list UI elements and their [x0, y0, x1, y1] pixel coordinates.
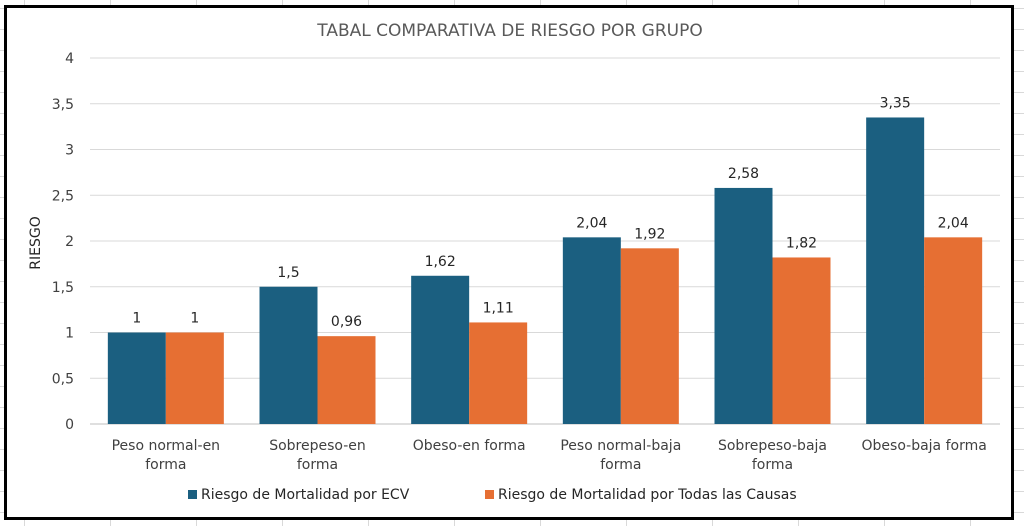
bar-todas-causas[interactable]	[924, 237, 983, 424]
legend-label: Riesgo de Mortalidad por Todas las Causa…	[498, 487, 797, 503]
category-label: Sobrepeso-en	[269, 438, 366, 454]
gridlines	[90, 57, 1000, 425]
data-label: 1,62	[425, 254, 456, 270]
y-tick-label: 2,5	[52, 188, 74, 204]
legend-label: Riesgo de Mortalidad por ECV	[201, 487, 410, 503]
bar-ecv[interactable]	[562, 237, 621, 424]
data-labels: 1 1 1,5 0,96 1,62 1,11 2,04 1,92 2,58 1,82 3,35 2,0…	[132, 95, 968, 330]
category-label: forma	[600, 457, 641, 473]
y-tick-label: 3,5	[52, 97, 74, 113]
data-label: 1	[190, 311, 199, 327]
category-label: Peso normal-en	[112, 438, 220, 454]
data-label: 2,58	[728, 166, 759, 182]
y-tick-label: 4	[65, 51, 74, 67]
bar-ecv[interactable]	[714, 187, 773, 424]
data-label: 1,11	[483, 300, 514, 316]
category-label: forma	[297, 457, 338, 473]
data-label: 1,82	[786, 235, 817, 251]
category-label: forma	[752, 457, 793, 473]
bar-todas-causas[interactable]	[772, 257, 831, 424]
data-label: 0,96	[331, 314, 362, 330]
y-tick-label: 3	[65, 143, 74, 159]
data-label: 1,5	[277, 265, 299, 281]
chart-title: TABAL COMPARATIVA DE RIESGO POR GRUPO	[316, 21, 702, 41]
category-label: Sobrepeso-baja	[718, 438, 827, 454]
data-label: 1	[132, 311, 141, 327]
bar-todas-causas[interactable]	[469, 322, 528, 424]
bar-todas-causas[interactable]	[317, 336, 376, 424]
category-label: Obeso-en forma	[413, 438, 526, 454]
bar-todas-causas[interactable]	[620, 248, 679, 424]
chart-frame[interactable]	[4, 5, 1014, 520]
y-tick-label: 0,5	[52, 371, 74, 387]
y-tick-label: 2	[65, 234, 74, 250]
legend: Riesgo de Mortalidad por ECV Riesgo de Mo…	[188, 487, 797, 503]
category-label: Obeso-baja forma	[862, 438, 987, 454]
category-labels: Peso normal-en forma Sobrepeso-en forma Obes…	[112, 438, 987, 473]
bar-todas-causas[interactable]	[165, 332, 224, 425]
category-label: Peso normal-baja	[560, 438, 681, 454]
bar-ecv[interactable]	[866, 117, 925, 424]
data-label: 2,04	[938, 215, 969, 231]
y-axis-ticks: 0 0,5 1 1,5 2 2,5 3 3,5 4	[52, 51, 74, 433]
y-axis-title: RIESGO	[28, 216, 44, 269]
legend-swatch	[188, 490, 197, 499]
y-tick-label: 1,5	[52, 280, 74, 296]
y-tick-label: 1	[65, 326, 74, 342]
data-label: 3,35	[880, 95, 911, 111]
y-tick-label: 0	[65, 417, 74, 433]
legend-swatch	[485, 490, 494, 499]
bars	[107, 117, 983, 425]
bar-ecv[interactable]	[259, 286, 318, 424]
bar-ecv[interactable]	[107, 332, 166, 425]
bar-ecv[interactable]	[411, 275, 470, 424]
data-label: 2,04	[576, 215, 607, 231]
data-label: 1,92	[634, 226, 665, 242]
category-label: forma	[145, 457, 186, 473]
